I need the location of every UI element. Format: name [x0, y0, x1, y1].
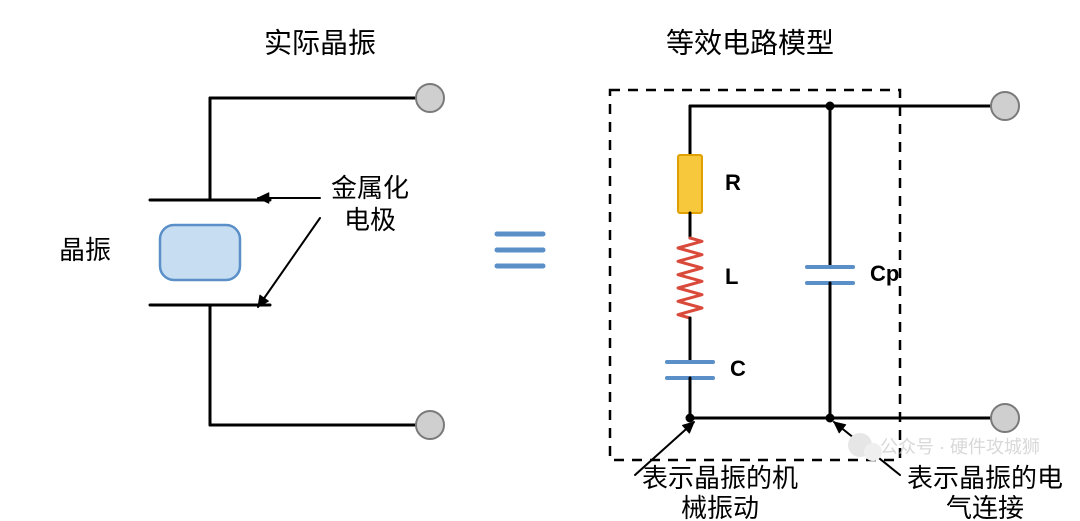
label-C: C	[730, 356, 746, 381]
terminal-top-left	[416, 84, 444, 112]
terminal-bot-left	[416, 411, 444, 439]
label-L: L	[725, 264, 738, 289]
label-Cp: Cp	[870, 261, 899, 286]
title-equiv: 等效电路模型	[666, 27, 834, 58]
text-label: 械振动	[681, 493, 759, 521]
text-label: 表示晶振的电	[907, 463, 1063, 493]
crystal-body	[160, 225, 240, 280]
text-label: 气连接	[946, 493, 1024, 521]
text-label: 公众号 · 硬件攻城狮	[880, 437, 1040, 457]
inductor-L	[678, 238, 702, 318]
terminal-bot-right	[991, 404, 1019, 432]
text-label: 电极	[344, 205, 396, 235]
capacitor-Cp	[807, 267, 853, 283]
title-actual: 实际晶振	[264, 27, 376, 58]
terminal-top-right	[991, 92, 1019, 120]
capacitor-C	[667, 362, 713, 378]
watermark: 公众号 · 硬件攻城狮	[848, 433, 1040, 461]
label-R: R	[725, 170, 741, 195]
text-label: 金属化	[331, 173, 409, 203]
text-label: 表示晶振的机	[642, 463, 798, 493]
resistor-R	[678, 155, 702, 213]
label-crystal: 晶振	[59, 235, 111, 265]
